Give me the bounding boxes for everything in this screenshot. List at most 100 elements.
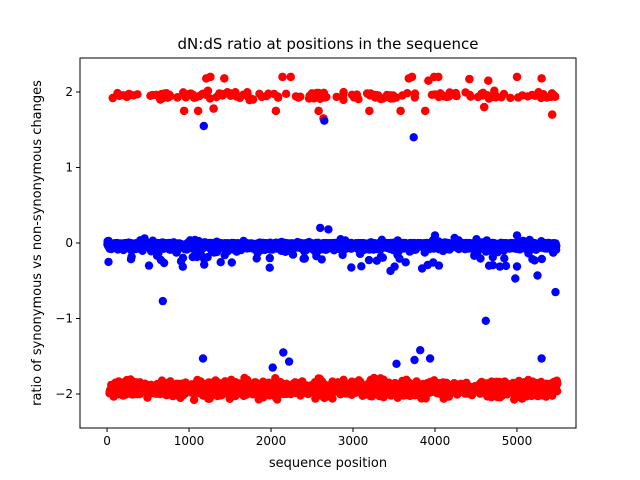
- data-point-blue-3396: [176, 257, 186, 266]
- data-point-red-1566: [477, 383, 486, 392]
- data-point-red-1556: [195, 387, 205, 396]
- data-point-red-1613: [480, 102, 489, 112]
- data-point-red-1584: [108, 93, 118, 103]
- data-point-blue-3820: [409, 133, 418, 142]
- data-point-blue-3781: [168, 240, 177, 250]
- data-point-red-1441: [143, 393, 152, 402]
- data-point-red-145: [386, 94, 395, 103]
- data-point-red-1530: [498, 386, 508, 395]
- data-point-red-1608: [421, 106, 430, 116]
- data-point-red-1567: [180, 389, 190, 398]
- data-point-blue-3785: [307, 242, 316, 251]
- data-point-blue-3715: [354, 238, 363, 248]
- data-point-red-1589: [173, 93, 182, 102]
- data-point-blue-3818: [199, 121, 208, 131]
- points-layer: [103, 72, 562, 405]
- data-point-red-1593: [193, 106, 203, 116]
- data-point-blue-3425: [429, 258, 438, 267]
- x-tick-label: 2000: [256, 434, 287, 448]
- data-point-blue-3819: [320, 116, 329, 125]
- data-point-blue-3429: [105, 244, 115, 253]
- data-point-red-1583: [242, 388, 251, 397]
- data-point-blue-3796: [317, 240, 326, 249]
- data-point-red-1481: [105, 389, 114, 398]
- data-point-blue-3804: [477, 238, 487, 248]
- data-point-red-1600: [278, 72, 287, 82]
- data-point-red-148: [319, 89, 328, 99]
- data-point-red-1562: [266, 380, 276, 389]
- data-point-red-134: [403, 89, 412, 98]
- data-point-blue-3828: [392, 359, 401, 368]
- data-point-blue-1955: [265, 253, 274, 263]
- y-tick-label: 1: [65, 160, 73, 174]
- data-point-blue-3832: [537, 354, 546, 363]
- data-point-red-1384: [193, 375, 202, 385]
- data-point-blue-2733: [537, 254, 546, 264]
- x-tick-label: 3000: [338, 434, 369, 448]
- data-point-red-144: [269, 89, 279, 99]
- y-axis: −2 −1 0 1 2: [55, 85, 80, 401]
- data-point-red-1590: [179, 106, 189, 116]
- data-point-red-1531: [128, 390, 137, 399]
- data-point-red-128: [339, 90, 348, 99]
- data-point-blue-3803: [298, 240, 307, 249]
- data-point-blue-3784: [433, 240, 442, 249]
- data-point-red-35: [205, 94, 215, 103]
- data-point-blue-3810: [141, 240, 150, 249]
- data-point-blue-3799: [267, 240, 276, 249]
- data-point-blue-3824: [198, 354, 208, 363]
- data-point-red-1577: [549, 383, 558, 392]
- y-tick-label: 2: [65, 85, 73, 99]
- data-point-red-1264: [271, 374, 280, 383]
- data-point-red-1617: [548, 110, 557, 119]
- data-point-blue-3588: [156, 255, 166, 265]
- data-point-red-1559: [270, 388, 279, 397]
- data-point-blue-2762: [395, 254, 404, 263]
- data-point-red-12: [281, 89, 291, 99]
- data-point-blue-3789: [334, 243, 343, 252]
- data-point-red-70: [332, 92, 341, 102]
- data-point-red-125: [309, 94, 319, 103]
- x-tick-label: 1000: [174, 434, 205, 448]
- data-point-blue-3409: [200, 254, 209, 264]
- data-point-blue-3826: [279, 348, 288, 357]
- data-point-blue-3834: [484, 261, 494, 270]
- data-point-red-1509: [140, 383, 149, 393]
- data-point-blue-3812: [116, 240, 125, 250]
- data-point-red-1615: [512, 72, 522, 82]
- data-point-blue-3764: [438, 246, 448, 256]
- data-point-blue-3817: [451, 242, 461, 251]
- data-point-blue-3782: [425, 241, 435, 250]
- data-point-blue-3808: [459, 242, 468, 251]
- data-point-red-130: [235, 93, 245, 103]
- data-point-blue-2495: [265, 263, 274, 272]
- data-point-red-87: [212, 92, 221, 102]
- data-point-red-1535: [291, 381, 300, 390]
- x-axis-label: sequence position: [269, 456, 387, 471]
- data-point-blue-1923: [357, 262, 366, 271]
- data-point-blue-3831: [425, 354, 435, 363]
- x-axis: 0 1000 2000 3000 4000 5000: [103, 428, 532, 448]
- data-point-blue-3830: [416, 346, 425, 355]
- data-point-red-1543: [235, 382, 244, 392]
- data-point-red-140: [133, 90, 142, 99]
- data-point-red-1471: [359, 381, 369, 391]
- data-point-red-1599: [271, 106, 281, 116]
- data-point-red-1518: [173, 385, 183, 394]
- data-point-red-1581: [492, 377, 501, 386]
- data-point-red-1528: [426, 377, 435, 387]
- data-point-red-1595: [206, 72, 215, 82]
- data-point-blue-3816: [253, 248, 262, 257]
- data-point-red-117: [362, 89, 372, 98]
- data-point-red-1605: [396, 106, 405, 116]
- x-tick-label: 0: [103, 434, 111, 448]
- data-point-red-1576: [468, 385, 478, 394]
- data-point-red-1507: [240, 373, 249, 383]
- data-point-blue-3809: [445, 242, 454, 251]
- data-point-red-84: [349, 93, 359, 102]
- data-point-red-1563: [132, 382, 142, 391]
- data-point-red-1598: [248, 95, 258, 104]
- data-point-red-1591: [181, 93, 190, 102]
- data-point-blue-2435: [347, 263, 356, 272]
